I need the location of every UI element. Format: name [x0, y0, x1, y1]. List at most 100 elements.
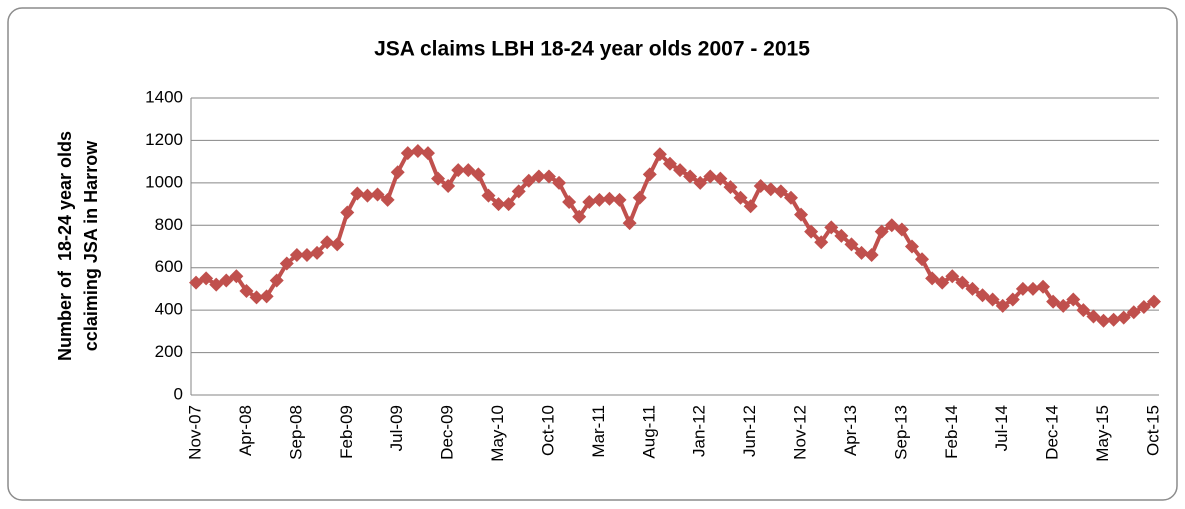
marker: [1036, 279, 1051, 294]
y-tick-label: 1000: [145, 172, 183, 191]
marker: [1066, 292, 1081, 307]
marker: [904, 239, 919, 254]
x-tick-label: Oct-15: [1143, 405, 1162, 456]
marker: [763, 182, 778, 197]
marker: [239, 284, 254, 299]
marker: [1046, 294, 1061, 309]
marker: [824, 220, 839, 235]
x-tick-label: Mar-11: [589, 405, 608, 458]
x-tick-label: Feb-09: [337, 405, 356, 459]
marker: [451, 163, 466, 178]
marker: [1015, 281, 1030, 296]
marker: [995, 298, 1010, 313]
marker: [794, 207, 809, 222]
marker: [804, 224, 819, 239]
y-tick-label: 800: [155, 215, 183, 234]
x-tick-label: Apr-13: [841, 405, 860, 456]
x-tick-label: Aug-11: [639, 405, 658, 459]
chart-title: JSA claims LBH 18-24 year olds 2007 - 20…: [374, 38, 810, 61]
marker: [955, 275, 970, 290]
x-tick-label: Nov-12: [791, 405, 810, 460]
marker: [410, 144, 425, 159]
marker: [269, 273, 284, 288]
marker: [773, 184, 788, 199]
marker: [471, 167, 486, 182]
y-axis-label: Number of 18-24 year olds: [55, 131, 75, 361]
marker: [1005, 292, 1020, 307]
marker: [431, 171, 446, 186]
marker: [531, 169, 546, 184]
x-tick-label: Oct-10: [538, 405, 557, 456]
marker: [693, 175, 708, 190]
marker: [854, 245, 869, 260]
marker: [713, 171, 728, 186]
marker: [289, 247, 304, 262]
x-tick-label: Nov-07: [186, 405, 205, 460]
marker: [814, 235, 829, 250]
y-tick-label: 600: [155, 257, 183, 276]
marker: [1146, 294, 1161, 309]
marker: [461, 163, 476, 178]
y-tick-label: 1200: [145, 130, 183, 149]
marker: [673, 163, 688, 178]
x-tick-label: Jun-12: [740, 405, 759, 457]
marker: [925, 271, 940, 286]
x-tick-label: Dec-14: [1043, 405, 1062, 460]
marker: [965, 281, 980, 296]
marker: [985, 292, 1000, 307]
y-tick-label: 400: [155, 300, 183, 319]
x-tick-label: May-15: [1093, 405, 1112, 462]
marker: [552, 175, 567, 190]
marker: [360, 188, 375, 203]
marker: [582, 194, 597, 209]
y-tick-label: 0: [174, 384, 183, 403]
marker: [864, 247, 879, 262]
marker: [884, 218, 899, 233]
marker: [390, 165, 405, 180]
marker: [844, 237, 859, 252]
marker: [249, 290, 264, 305]
y-tick-label: 1400: [145, 87, 183, 106]
marker: [209, 277, 224, 292]
marker: [783, 190, 798, 205]
marker: [1096, 313, 1111, 328]
marker: [259, 289, 274, 304]
marker: [1116, 310, 1131, 325]
marker: [1086, 309, 1101, 324]
marker: [320, 235, 335, 250]
marker: [1136, 299, 1151, 314]
marker: [703, 169, 718, 184]
marker: [400, 146, 415, 161]
marker: [662, 156, 677, 171]
marker: [1106, 312, 1121, 327]
marker: [1076, 303, 1091, 318]
marker: [420, 146, 435, 161]
marker: [894, 222, 909, 237]
marker: [1056, 298, 1071, 313]
marker: [945, 269, 960, 284]
chart-border: [7, 7, 1178, 501]
y-axis-label: cclaiming JSA in Harrow: [81, 140, 101, 351]
marker: [935, 275, 950, 290]
marker: [189, 275, 204, 290]
marker: [602, 191, 617, 206]
x-tick-label: Dec-09: [438, 405, 457, 460]
marker: [501, 197, 516, 212]
marker: [441, 179, 456, 194]
y-tick-label: 200: [155, 342, 183, 361]
marker: [199, 271, 214, 286]
marker: [622, 216, 637, 231]
marker: [310, 245, 325, 260]
x-tick-label: Jul-09: [387, 405, 406, 451]
x-tick-label: Sep-13: [891, 405, 910, 460]
marker: [340, 205, 355, 220]
marker: [330, 237, 345, 252]
marker: [541, 169, 556, 184]
x-tick-label: Jul-14: [992, 405, 1011, 451]
marker: [915, 252, 930, 267]
marker: [723, 180, 738, 195]
marker: [834, 228, 849, 243]
marker: [1126, 305, 1141, 320]
marker: [592, 192, 607, 207]
